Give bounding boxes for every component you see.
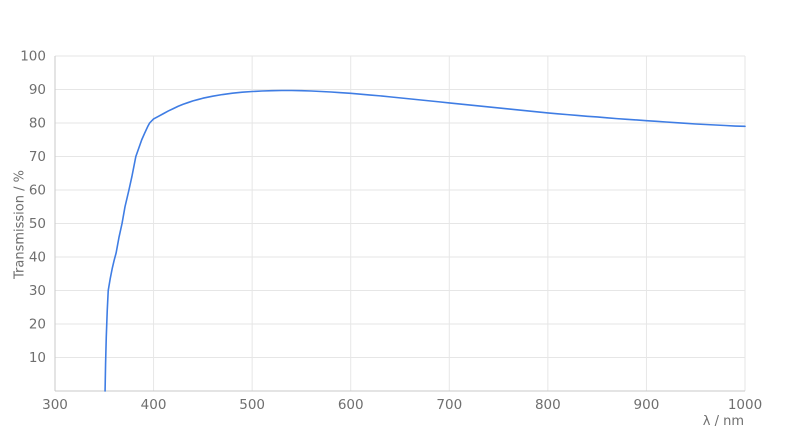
- x-tick-label: 700: [436, 397, 462, 413]
- y-tick-label: 80: [29, 116, 46, 132]
- y-tick-label: 90: [29, 82, 46, 98]
- x-tick-label: 600: [338, 397, 364, 413]
- transmission-line: [104, 89, 746, 392]
- y-tick-label: 10: [29, 350, 46, 366]
- x-tick-label: 1000: [728, 397, 762, 413]
- x-tick-label: 300: [42, 397, 68, 413]
- x-tick-label: 500: [239, 397, 265, 413]
- y-tick-label: 70: [29, 149, 46, 165]
- y-tick-label: 50: [29, 216, 46, 232]
- y-tick-label: 40: [29, 250, 46, 266]
- x-tick-label: 900: [634, 397, 660, 413]
- y-tick-label: 60: [29, 183, 46, 199]
- y-axis-title: Transmission / %: [12, 170, 28, 279]
- x-tick-label: 800: [535, 397, 561, 413]
- y-tick-label: 30: [29, 283, 46, 299]
- x-axis-title: λ / nm: [702, 414, 744, 429]
- y-tick-label: 100: [20, 49, 46, 65]
- x-tick-label: 400: [141, 397, 167, 413]
- y-tick-label: 20: [29, 317, 46, 333]
